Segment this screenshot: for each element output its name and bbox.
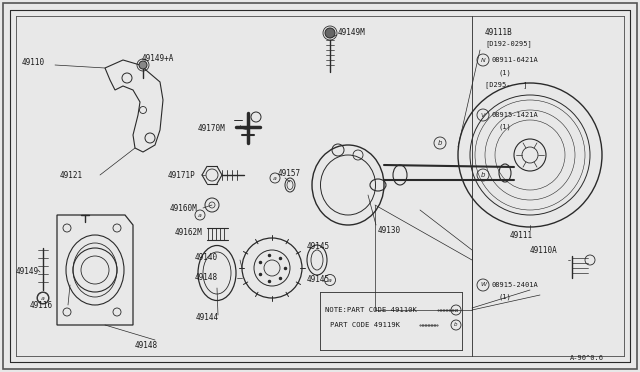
Text: A-90^0.6: A-90^0.6: [570, 355, 604, 361]
Text: PART CODE 49119K: PART CODE 49119K: [330, 322, 400, 328]
Text: a: a: [198, 212, 202, 218]
Text: 08911-6421A: 08911-6421A: [492, 57, 539, 63]
Text: b: b: [481, 172, 485, 178]
Circle shape: [139, 61, 147, 69]
Text: N: N: [481, 58, 485, 62]
Text: 08915-1421A: 08915-1421A: [492, 112, 539, 118]
Text: a: a: [273, 176, 277, 180]
Text: 49130: 49130: [378, 225, 401, 234]
Text: 49110: 49110: [22, 58, 45, 67]
Text: (1): (1): [498, 294, 511, 300]
Text: 49111B: 49111B: [485, 28, 513, 36]
Text: 49121: 49121: [60, 170, 83, 180]
Text: 49170M: 49170M: [198, 124, 226, 132]
Text: 49116: 49116: [30, 301, 53, 310]
Text: 49140: 49140: [195, 253, 218, 263]
Text: 49149: 49149: [16, 267, 39, 276]
Text: 49171P: 49171P: [168, 170, 196, 180]
Text: 49162M: 49162M: [175, 228, 203, 237]
Text: (1): (1): [498, 124, 511, 130]
Text: 49149M: 49149M: [338, 28, 365, 36]
Text: 49148: 49148: [135, 340, 158, 350]
Text: V: V: [481, 112, 485, 118]
Text: b: b: [454, 323, 458, 327]
Text: 49145: 49145: [307, 241, 330, 250]
Text: [D295-   ]: [D295- ]: [485, 81, 527, 89]
Text: 49145: 49145: [307, 276, 330, 285]
Text: 49157: 49157: [278, 169, 301, 177]
Text: 49144: 49144: [196, 314, 219, 323]
Text: 49111: 49111: [510, 231, 533, 240]
Text: 08915-2401A: 08915-2401A: [492, 282, 539, 288]
Text: 49148: 49148: [195, 273, 218, 282]
Text: [D192-0295]: [D192-0295]: [485, 41, 532, 47]
Text: 49149+A: 49149+A: [142, 54, 174, 62]
Text: 49160M: 49160M: [170, 203, 198, 212]
Text: NOTE:PART CODE 49110K: NOTE:PART CODE 49110K: [325, 307, 417, 313]
Text: 49110A: 49110A: [530, 246, 557, 254]
Text: a: a: [328, 278, 332, 282]
Text: b: b: [438, 140, 442, 146]
Circle shape: [325, 28, 335, 38]
Text: a: a: [41, 295, 45, 301]
Text: a: a: [454, 308, 458, 312]
Text: (1): (1): [498, 70, 511, 76]
Text: W: W: [480, 282, 486, 288]
